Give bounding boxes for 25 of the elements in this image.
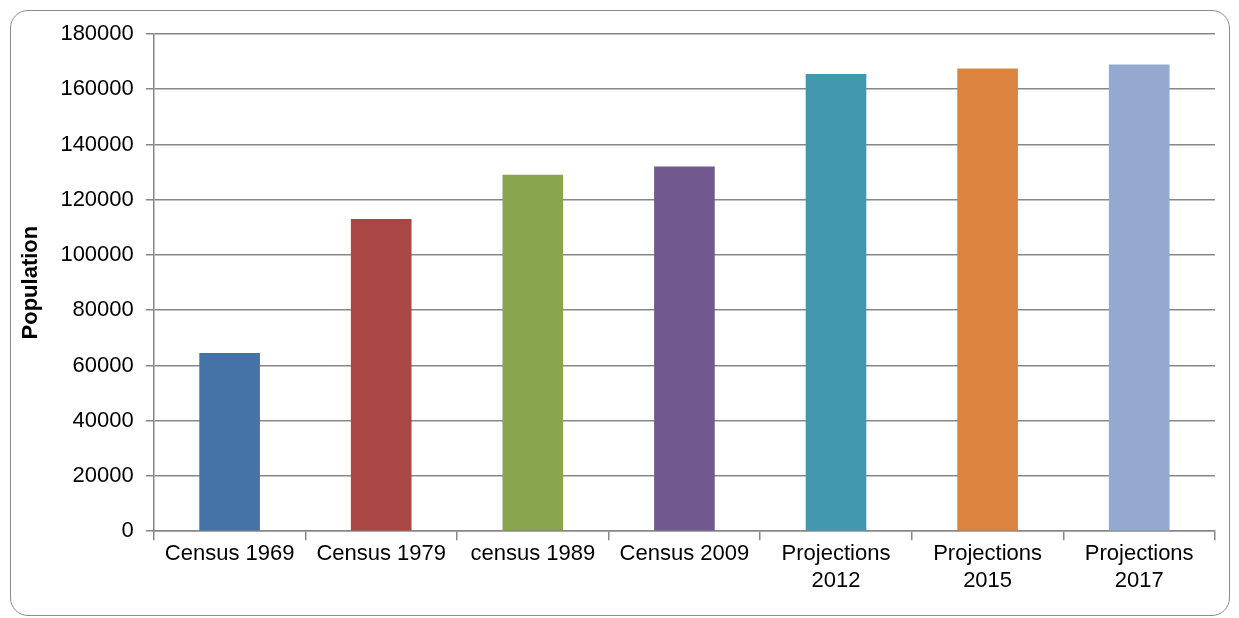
x-tick-label: Projections 2017 <box>1084 540 1194 592</box>
bar <box>654 166 715 531</box>
y-tick-label: 100000 <box>60 241 134 267</box>
y-tick-label: 120000 <box>60 185 134 211</box>
bar <box>502 174 564 531</box>
bar <box>350 219 412 531</box>
y-tick-label: 140000 <box>60 130 134 156</box>
y-tick-label: 40000 <box>72 406 134 432</box>
x-tick-label: Census 1969 <box>164 540 295 566</box>
x-tick-label: Census 2009 <box>619 540 750 566</box>
x-tick-label: Projections 2015 <box>933 540 1043 592</box>
y-tick-label: 0 <box>121 517 134 543</box>
y-tick-label: 80000 <box>72 296 134 322</box>
y-tick-label: 160000 <box>60 75 134 101</box>
y-tick-label: 180000 <box>60 20 134 46</box>
x-tick-label: Census 1979 <box>316 540 447 566</box>
bar <box>957 68 1018 531</box>
y-tick-label: 60000 <box>72 351 134 377</box>
bar <box>1108 64 1170 531</box>
x-tick-label: census 1989 <box>470 540 596 566</box>
x-tick-label: Projections 2012 <box>781 540 891 592</box>
bar <box>805 74 867 531</box>
bar <box>199 353 260 531</box>
y-axis-title: Population <box>17 225 43 340</box>
y-tick-label: 20000 <box>72 462 134 488</box>
